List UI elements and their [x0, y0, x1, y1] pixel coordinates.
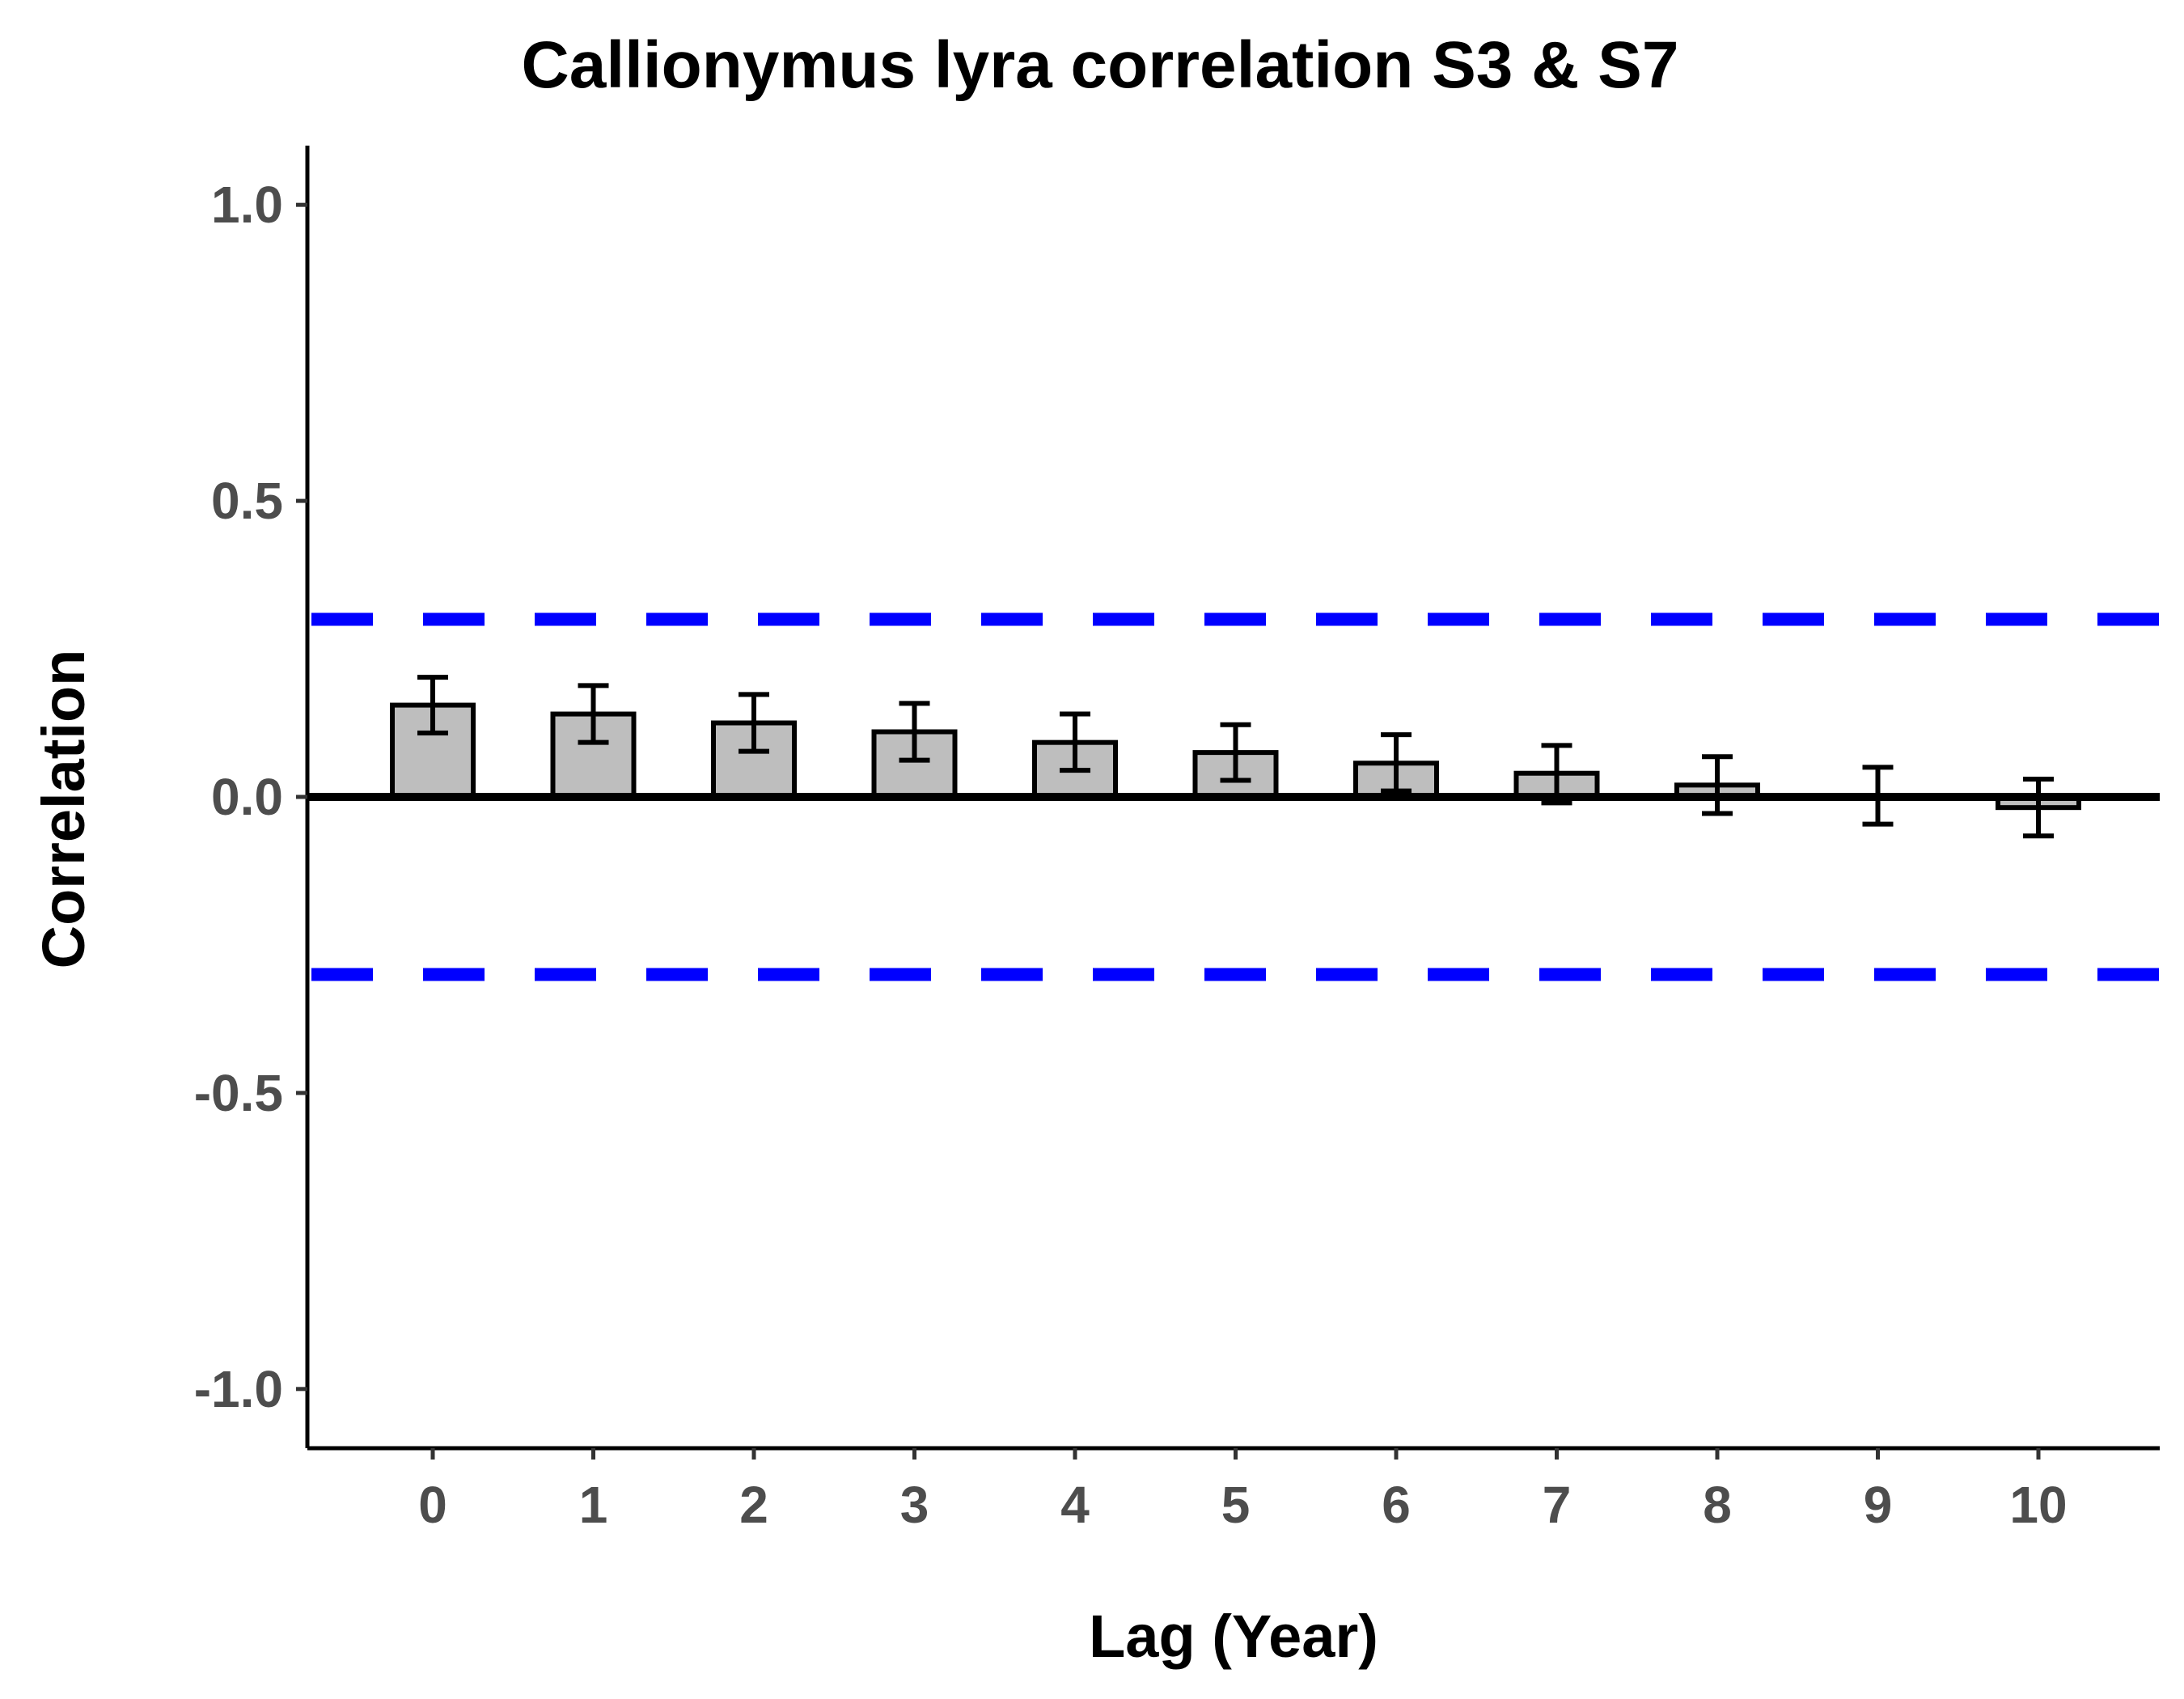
error-bar-lag-2: [739, 692, 769, 754]
x-tick-label: 4: [1060, 1476, 1090, 1534]
x-tick-label: 2: [739, 1476, 768, 1534]
plot-area: 1.0 0.5 0.0 -0.5 -1.0 0 1 2 3 4 5 6 7 8 9 10: [194, 146, 2160, 1534]
x-tick-label: 6: [1382, 1476, 1411, 1534]
x-tick-label: 0: [418, 1476, 447, 1534]
x-tick-label: 5: [1221, 1476, 1251, 1534]
error-bar-lag-9: [1862, 765, 1894, 827]
error-bar-lag-4: [1060, 711, 1090, 773]
error-bar-lag-1: [578, 683, 609, 745]
error-bar-lag-5: [1220, 722, 1251, 783]
x-tick-label: 3: [900, 1476, 929, 1534]
y-tick-label: 0.5: [211, 472, 283, 530]
y-axis-title: Correlation: [30, 650, 97, 969]
x-tick-label: 7: [1543, 1476, 1572, 1534]
y-tick-label: 1.0: [211, 176, 283, 234]
error-bar-lag-8: [1702, 754, 1733, 816]
x-tick-label: 1: [579, 1476, 608, 1534]
error-bar-lag-10: [2023, 777, 2054, 839]
error-bar-lag-3: [899, 701, 930, 763]
x-tick-label: 9: [1864, 1476, 1893, 1534]
error-bar-lag-6: [1381, 732, 1412, 794]
y-tick-label: -0.5: [194, 1064, 283, 1122]
error-bar-lag-7: [1541, 743, 1572, 806]
x-tick-label: 8: [1703, 1476, 1732, 1534]
x-axis-title: Lag (Year): [1089, 1603, 1378, 1670]
error-bar-lag-0: [417, 675, 448, 735]
y-tick-label: 0.0: [211, 768, 283, 826]
x-tick-label: 10: [2009, 1476, 2067, 1534]
chart-title: Callionymus lyra correlation S3 & S7: [522, 28, 1679, 102]
y-tick-label: -1.0: [194, 1360, 283, 1418]
